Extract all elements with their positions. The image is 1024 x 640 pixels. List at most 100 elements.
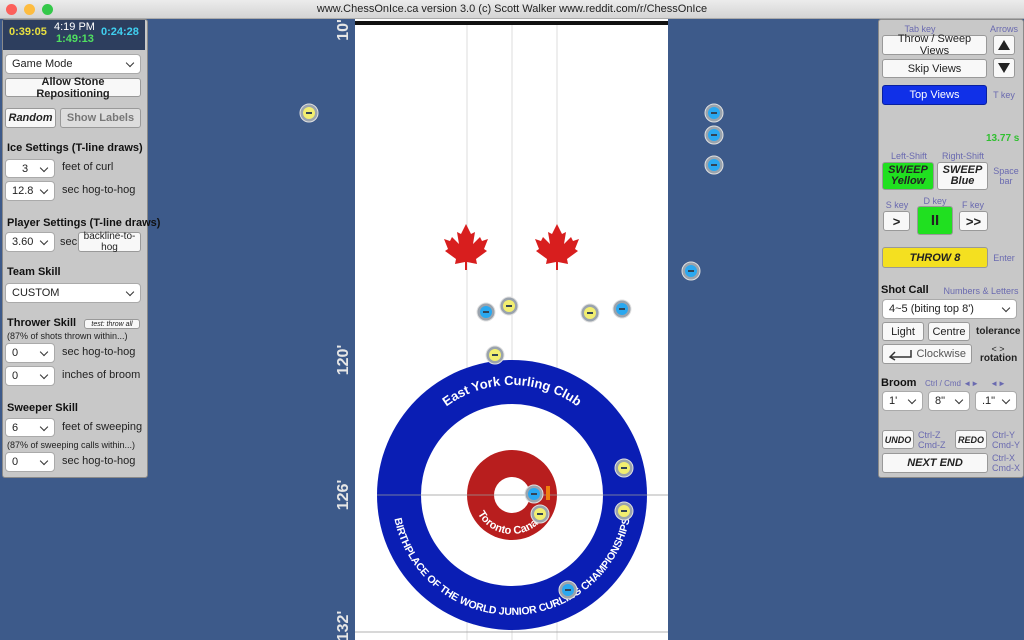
undo-button[interactable]: UNDO bbox=[882, 430, 914, 449]
distance: 126' bbox=[335, 480, 352, 511]
stone-part bbox=[565, 589, 571, 591]
next-end-button[interactable]: NEXT END bbox=[882, 453, 988, 473]
label: Cmd-Z bbox=[918, 440, 946, 450]
sweep-blue[interactable]: SWEEP Blue bbox=[937, 162, 988, 190]
stone-part bbox=[621, 510, 627, 512]
hint: Tab key bbox=[904, 24, 936, 34]
stone-part bbox=[711, 134, 717, 136]
select[interactable]: 0 bbox=[5, 366, 55, 386]
random-button[interactable]: Random bbox=[5, 108, 56, 128]
label: bar bbox=[999, 176, 1013, 186]
allow-button[interactable]: Allow Stone Repositioning bbox=[5, 76, 141, 100]
select[interactable]: 8" bbox=[928, 391, 970, 411]
title-bar: www.ChessOnIce.ca version 3.0 (c) Scott … bbox=[0, 0, 1024, 19]
stone-part bbox=[619, 308, 625, 310]
label: sec hog-to-hog bbox=[62, 455, 136, 467]
throw-button[interactable]: THROW 8 bbox=[882, 247, 988, 268]
select[interactable]: 1' bbox=[882, 391, 923, 411]
label: Yellow bbox=[890, 175, 926, 187]
minimize[interactable] bbox=[24, 4, 35, 15]
select[interactable]: 4~5 (biting top 8') bbox=[882, 299, 1017, 319]
stone-part bbox=[483, 311, 489, 313]
timer-strip bbox=[3, 20, 145, 50]
hint: Enter bbox=[993, 253, 1015, 263]
label: feet of curl bbox=[62, 161, 114, 173]
zoom[interactable] bbox=[42, 4, 53, 15]
labels-button[interactable]: Show Labels bbox=[60, 108, 141, 128]
timer: 0:24:28 bbox=[101, 26, 139, 38]
arrow-icon bbox=[888, 350, 912, 361]
hint: Ctrl-X Cmd-X bbox=[992, 453, 1020, 473]
hint: < > bbox=[991, 344, 1005, 354]
rotation-button[interactable]: Clockwise bbox=[882, 344, 972, 364]
game-mode[interactable]: Game Mode bbox=[5, 54, 141, 74]
hint: D key bbox=[923, 196, 947, 206]
label: rotation bbox=[980, 353, 1018, 364]
step-button[interactable]: > bbox=[883, 211, 910, 231]
line-button[interactable]: Centre bbox=[928, 322, 970, 341]
sweep-yellow[interactable]: SWEEP Yellow bbox=[882, 162, 934, 190]
label: sec bbox=[60, 236, 78, 248]
select[interactable]: 3.60 bbox=[5, 232, 55, 252]
label: Cmd-Y bbox=[992, 440, 1021, 450]
heading: Player Settings (T-line draws) bbox=[7, 217, 161, 229]
label: inches of broom bbox=[62, 369, 141, 381]
mode-button[interactable]: backline-to-hog bbox=[78, 231, 141, 253]
label: sec hog-to-hog bbox=[62, 346, 136, 358]
heading: Shot Call bbox=[881, 284, 929, 296]
view-button[interactable]: Top Views bbox=[882, 85, 987, 105]
select[interactable]: 6 bbox=[5, 418, 55, 437]
heading: Ice Settings (T-line draws) bbox=[7, 142, 143, 154]
heading: Broom bbox=[881, 377, 917, 389]
pause-button[interactable]: II bbox=[917, 206, 953, 235]
test-button[interactable]: test: throw all bbox=[84, 319, 140, 329]
note: (87% of shots thrown within...) bbox=[7, 331, 128, 341]
select[interactable]: 0 bbox=[5, 343, 55, 363]
stone-part bbox=[688, 270, 694, 272]
window-title: www.ChessOnIce.ca version 3.0 (c) Scott … bbox=[316, 3, 708, 15]
stone-part bbox=[711, 112, 717, 114]
label: Blue bbox=[950, 175, 975, 187]
shot-timer: 13.77 s bbox=[986, 133, 1020, 144]
stone-part bbox=[537, 513, 543, 515]
heading: Team Skill bbox=[7, 266, 61, 278]
sheet-view: East York Curling Club BIRTHPLACE OF THE… bbox=[299, 19, 724, 640]
stone-part bbox=[621, 467, 627, 469]
label: SWEEP bbox=[942, 164, 983, 176]
select[interactable]: CUSTOM bbox=[5, 283, 141, 303]
view-button[interactable]: Skip Views bbox=[882, 59, 987, 78]
select[interactable]: 12.8 bbox=[5, 181, 55, 201]
stone-part bbox=[711, 164, 717, 166]
redo-button[interactable]: REDO bbox=[955, 430, 987, 449]
hint: T key bbox=[993, 90, 1015, 100]
stone-part bbox=[531, 493, 537, 495]
view-button[interactable]: Throw / Sweep Views bbox=[882, 33, 987, 57]
hint: Ctrl / Cmd ◄► bbox=[924, 379, 980, 388]
timer: 1:49:13 bbox=[56, 33, 94, 45]
down-arrow bbox=[998, 63, 1010, 73]
up-arrow bbox=[998, 40, 1010, 50]
broom-marker bbox=[546, 486, 550, 500]
hint: ◄► bbox=[990, 379, 1006, 388]
select[interactable]: 0 bbox=[5, 452, 55, 472]
distance-labels: 10' 120' 126' 132' bbox=[335, 19, 352, 640]
hint: Ctrl-Y Cmd-Y bbox=[992, 430, 1020, 450]
select[interactable]: 3 bbox=[5, 159, 55, 178]
fast-button[interactable]: >> bbox=[959, 211, 988, 231]
stone-part bbox=[587, 312, 593, 314]
up-button[interactable] bbox=[993, 35, 1015, 55]
hint: S key bbox=[885, 200, 909, 210]
timer: 0:39:05 bbox=[9, 26, 47, 38]
hint: F key bbox=[961, 200, 984, 210]
weight-button[interactable]: Light bbox=[882, 322, 924, 341]
select[interactable]: .1" bbox=[975, 391, 1017, 411]
distance: 132' bbox=[335, 611, 352, 640]
hint: Numbers & Letters bbox=[943, 286, 1019, 296]
close[interactable] bbox=[6, 4, 17, 15]
hint: Right-Shift bbox=[941, 151, 985, 161]
distance: 10' bbox=[335, 19, 352, 41]
label: feet of sweeping bbox=[62, 421, 143, 433]
down-button[interactable] bbox=[993, 58, 1015, 78]
stone-part bbox=[506, 305, 512, 307]
